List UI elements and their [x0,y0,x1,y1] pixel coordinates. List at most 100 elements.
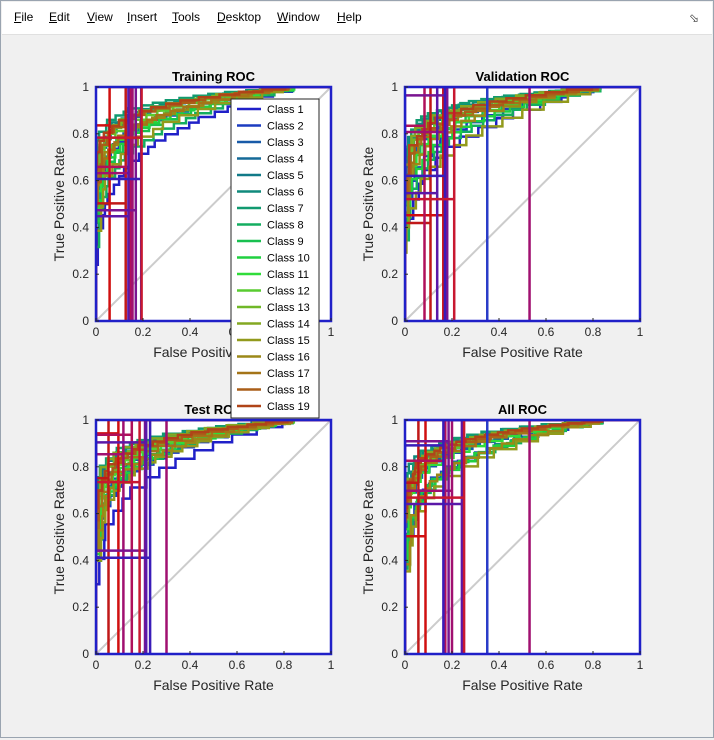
roc-curve-class-19 [405,87,640,321]
figure-canvas: 0 0.2 0.4 0.6 0.8 1 0 0.2 0.4 0.6 0.8 1 Training ROC… [5,35,711,735]
roc-curve-class-15 [405,87,640,321]
menu-label-rest: iew [94,10,113,24]
roc-curve-class-10 [405,87,640,321]
x-tick-label: 0 [93,658,100,672]
y-tick-label: 1 [82,80,89,94]
roc-curve-extra-3 [405,420,640,654]
menu-insert[interactable]: Insert [127,10,157,24]
roc-curve-extra-7 [96,420,331,654]
legend-label: Class 2 [267,121,304,133]
panel-title: Test ROC [184,402,243,417]
y-tick-label: 0.8 [381,460,398,474]
x-tick-label: 0.2 [135,658,152,672]
x-tick-label: 0.2 [444,325,461,339]
menu-window[interactable]: Window [277,10,320,24]
roc-curve-class-1 [96,420,331,654]
x-tick-label: 1 [328,658,335,672]
y-tick-label: 0 [391,314,398,328]
y-tick-label: 0.2 [72,267,89,281]
x-tick-label: 0.4 [182,325,199,339]
y-tick-label: 0.4 [72,553,89,567]
y-tick-label: 0.8 [72,127,89,141]
x-tick-label: 0 [93,325,100,339]
menu-help[interactable]: Help [337,10,362,24]
roc-curve-extra-3 [96,87,331,321]
dock-arrow-icon[interactable]: ⬂ [688,11,699,25]
roc-curve-extra-1 [405,87,640,321]
roc-curve-extra-2 [96,87,331,321]
menu-tools[interactable]: Tools [172,10,200,24]
menu-mnemonic: E [49,10,58,24]
x-tick-label: 0.6 [538,325,555,339]
roc-figure: 0 0.2 0.4 0.6 0.8 1 0 0.2 0.4 0.6 0.8 1 Training ROC… [51,69,644,693]
legend-label: Class 7 [267,203,304,215]
x-tick-label: 0 [402,658,409,672]
menu-label-rest: esktop [225,10,262,24]
menu-edit[interactable]: Edit [49,10,70,24]
y-tick-label: 0 [391,647,398,661]
roc-curve-extra-6 [405,420,640,654]
menu-label-rest: ools [178,10,201,24]
x-axis-label: False Positive Rate [153,677,274,693]
perfect-roc-border [403,85,642,323]
roc-panel-2: 0 0.2 0.4 0.6 0.8 1 0 0.2 0.4 0.6 0.8 1 Validation R… [360,69,644,360]
menu-label-rest: indow [288,10,320,24]
roc-curve-extra-7 [405,87,640,321]
x-tick-label: 0.2 [135,325,152,339]
perfect-roc-border [403,418,642,656]
legend-label: Class 17 [267,368,310,380]
y-tick-label: 1 [82,413,89,427]
x-tick-label: 0 [402,325,409,339]
roc-curve-extra-8 [96,87,331,321]
y-tick-label: 0 [82,314,89,328]
legend-label: Class 18 [267,385,310,397]
x-tick-label: 0.8 [276,658,293,672]
y-tick-label: 0.4 [72,220,89,234]
curves-group [96,420,331,654]
legend-label: Class 19 [267,401,310,413]
menu-mnemonic: V [87,10,95,24]
legend-label: Class 10 [267,253,310,265]
x-tick-label: 1 [637,658,644,672]
x-tick-label: 1 [328,325,335,339]
menu-file[interactable]: File [14,10,33,24]
panel-title: Validation ROC [476,69,571,84]
roc-curve-extra-3 [96,420,331,654]
roc-panel-4: 0 0.2 0.4 0.6 0.8 1 0 0.2 0.4 0.6 0.8 1 All ROC False… [360,402,644,693]
curves-group [405,420,640,654]
roc-curve-extra-5 [405,420,640,654]
roc-curve-extra-1 [96,87,331,321]
menu-mnemonic: T [172,10,178,24]
y-tick-label: 0 [82,647,89,661]
y-tick-label: 0.4 [381,553,398,567]
legend-label: Class 12 [267,286,310,298]
y-tick-label: 0.8 [381,127,398,141]
legend-label: Class 3 [267,137,304,149]
x-tick-label: 1 [637,325,644,339]
x-tick-label: 0.6 [229,658,246,672]
legend-label: Class 8 [267,220,304,232]
roc-curve-extra-6 [405,87,640,321]
menu-label-rest: ile [21,10,34,24]
y-tick-label: 0.2 [381,267,398,281]
panel-title: All ROC [498,402,548,417]
legend-label: Class 13 [267,302,310,314]
menu-mnemonic: W [277,10,289,24]
y-axis-label: True Positive Rate [51,146,67,261]
roc-curve-extra-2 [405,420,640,654]
roc-curve-class-18 [405,87,640,321]
roc-curve-extra-5 [96,87,331,321]
roc-curve-class-19 [96,87,331,321]
roc-curve-extra-5 [405,87,640,321]
y-tick-label: 0.6 [381,507,398,521]
roc-curve-extra-7 [405,420,640,654]
roc-curve-extra-8 [405,420,640,654]
menu-view[interactable]: View [87,10,113,24]
menu-desktop[interactable]: Desktop [217,10,261,24]
y-tick-label: 1 [391,413,398,427]
roc-curve-extra-1 [405,420,640,654]
menu-label-rest: elp [345,10,362,24]
roc-curve-extra-8 [405,87,640,321]
roc-curve-extra-2 [405,87,640,321]
